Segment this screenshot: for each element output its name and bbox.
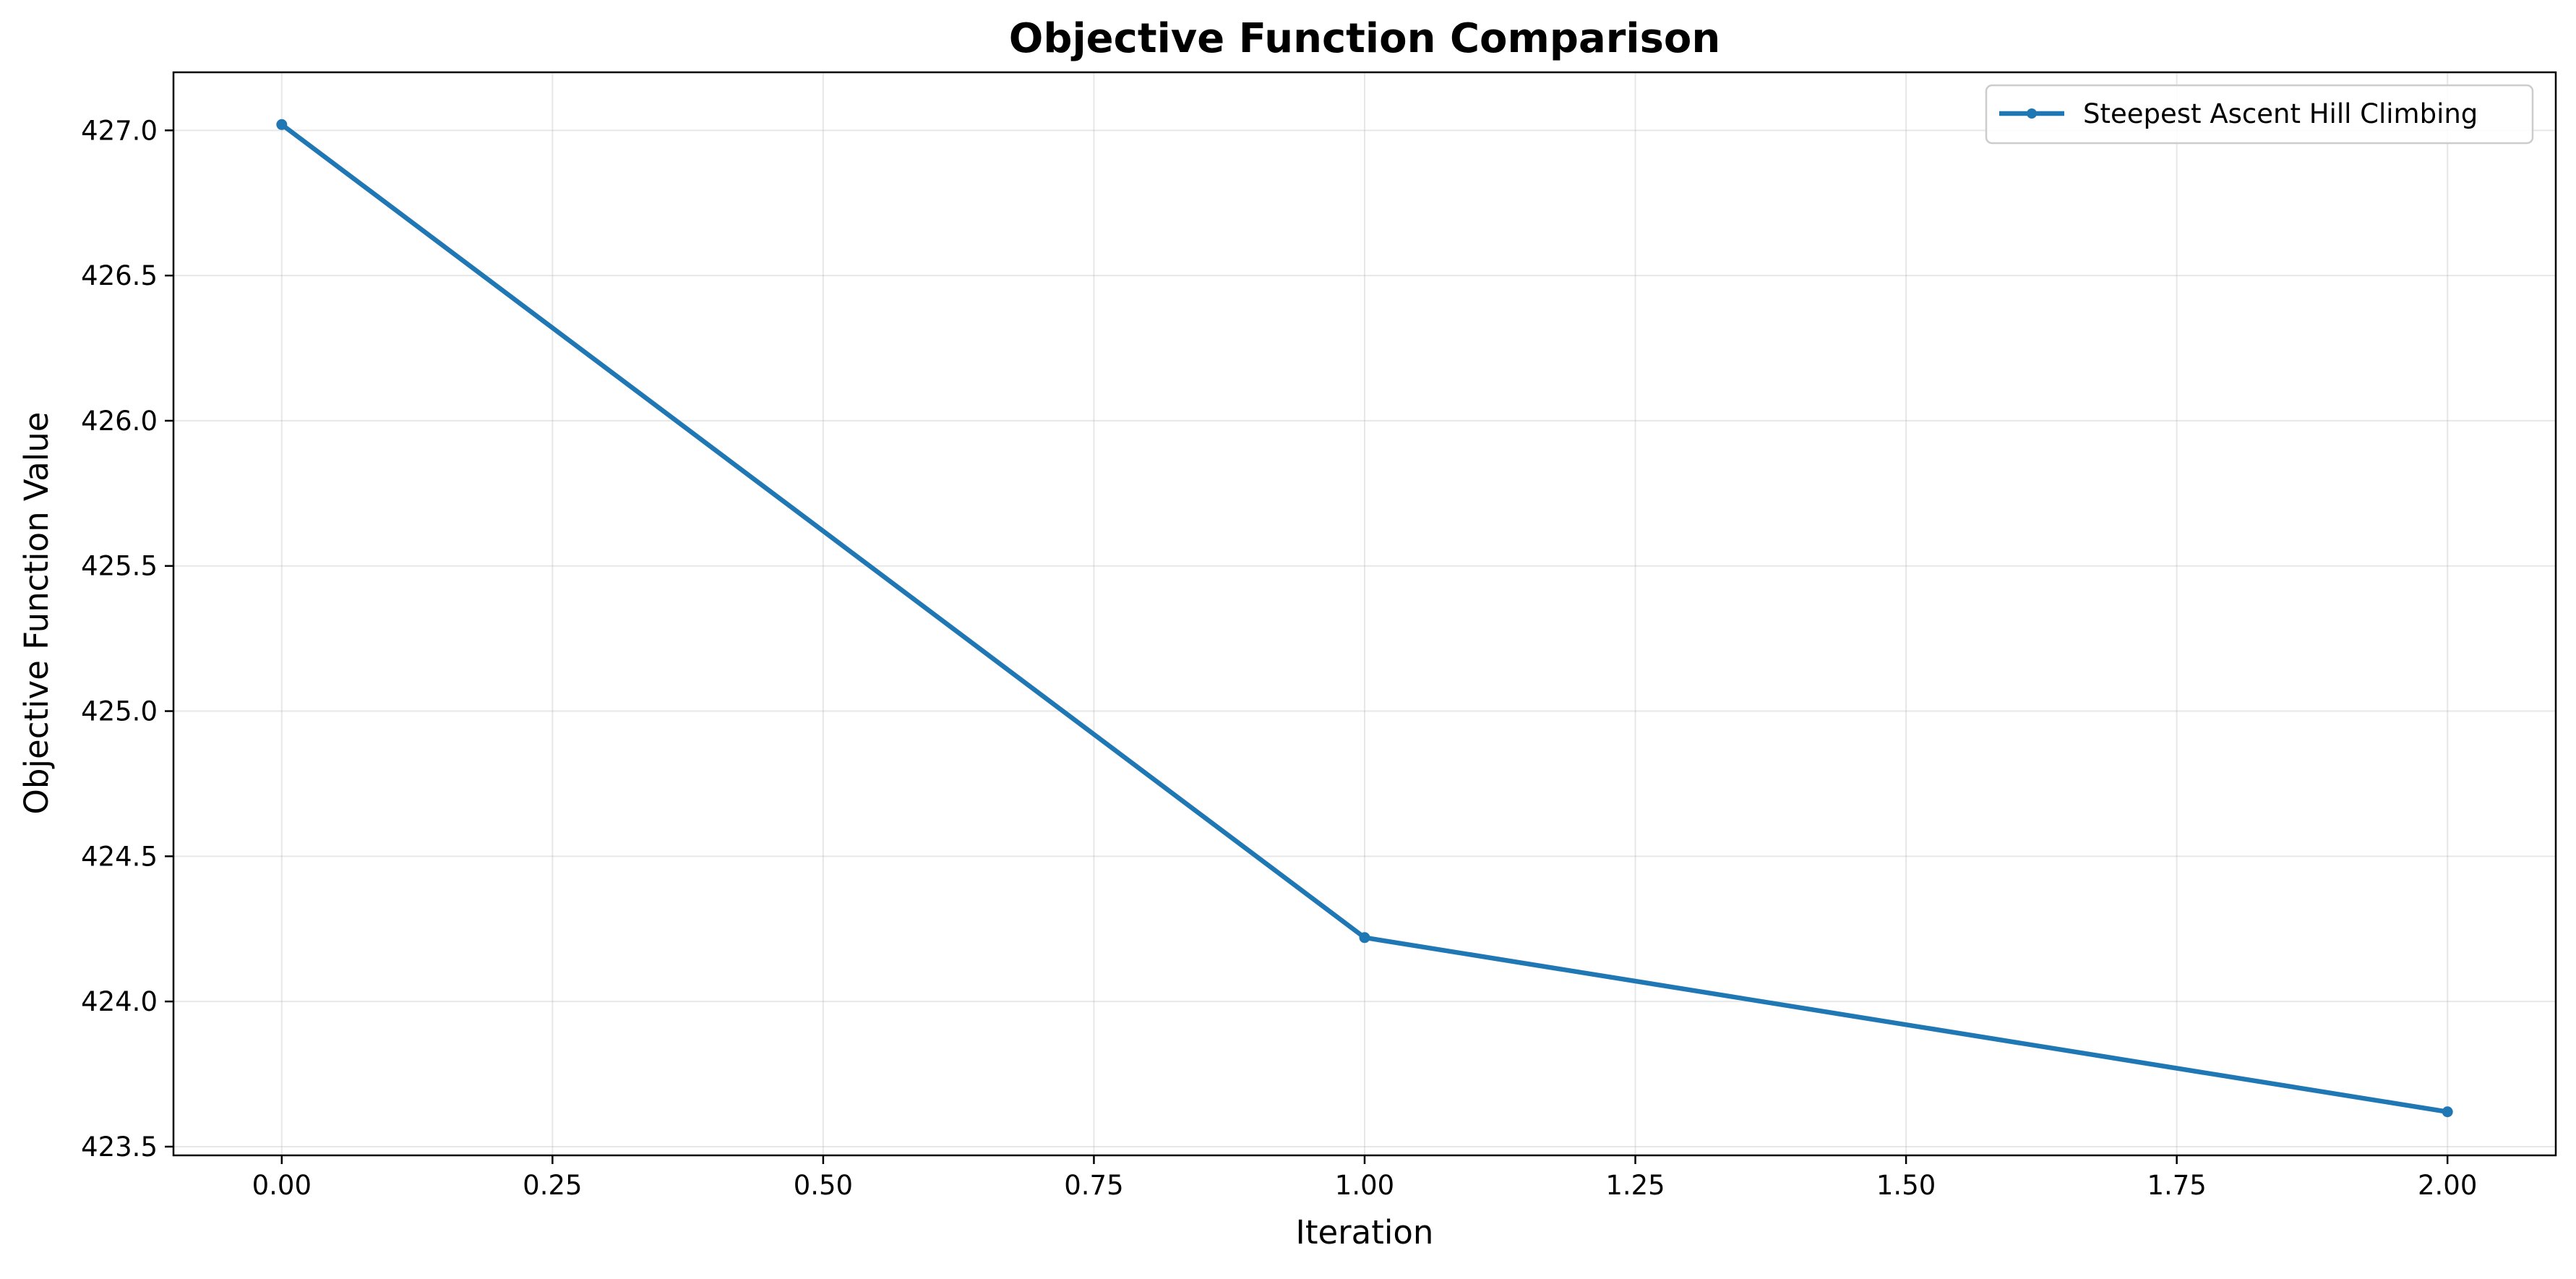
y-tick-label: 426.5 [81, 260, 158, 291]
x-tick-label: 0.25 [523, 1170, 582, 1201]
x-tick-label: 0.50 [794, 1170, 853, 1201]
chart-title: Objective Function Comparison [1009, 15, 1720, 62]
tick-layer: 0.00 0.25 0.50 0.75 1.00 1.25 1.50 1.75 2.00 423.… [81, 115, 2477, 1201]
legend-swatch-marker [2027, 108, 2037, 119]
data-point [276, 119, 288, 130]
y-tick-label: 425.5 [81, 551, 158, 582]
x-tick-label: 0.00 [252, 1170, 312, 1201]
x-axis-label: Iteration [1296, 1213, 1434, 1252]
series-layer [276, 119, 2453, 1118]
x-tick-label: 2.00 [2418, 1170, 2477, 1201]
x-tick-label: 1.75 [2147, 1170, 2206, 1201]
y-axis-label: Objective Function Value [17, 412, 56, 815]
grid-layer [173, 72, 2556, 1155]
y-tick-label: 423.5 [81, 1132, 158, 1163]
x-tick-label: 1.00 [1335, 1170, 1394, 1201]
data-point [2442, 1106, 2453, 1118]
y-tick-label: 426.0 [81, 406, 158, 437]
y-tick-label: 424.5 [81, 841, 158, 872]
x-tick-label: 1.25 [1605, 1170, 1665, 1201]
x-tick-label: 0.75 [1064, 1170, 1123, 1201]
data-point [1359, 932, 1370, 944]
legend-label: Steepest Ascent Hill Climbing [2083, 98, 2478, 129]
y-tick-label: 424.0 [81, 986, 158, 1017]
y-tick-label: 427.0 [81, 115, 158, 146]
y-tick-label: 425.0 [81, 696, 158, 727]
legend-box [1985, 84, 2534, 145]
x-tick-label: 1.50 [1876, 1170, 1936, 1201]
legend: Steepest Ascent Hill Climbing [1985, 84, 2534, 145]
